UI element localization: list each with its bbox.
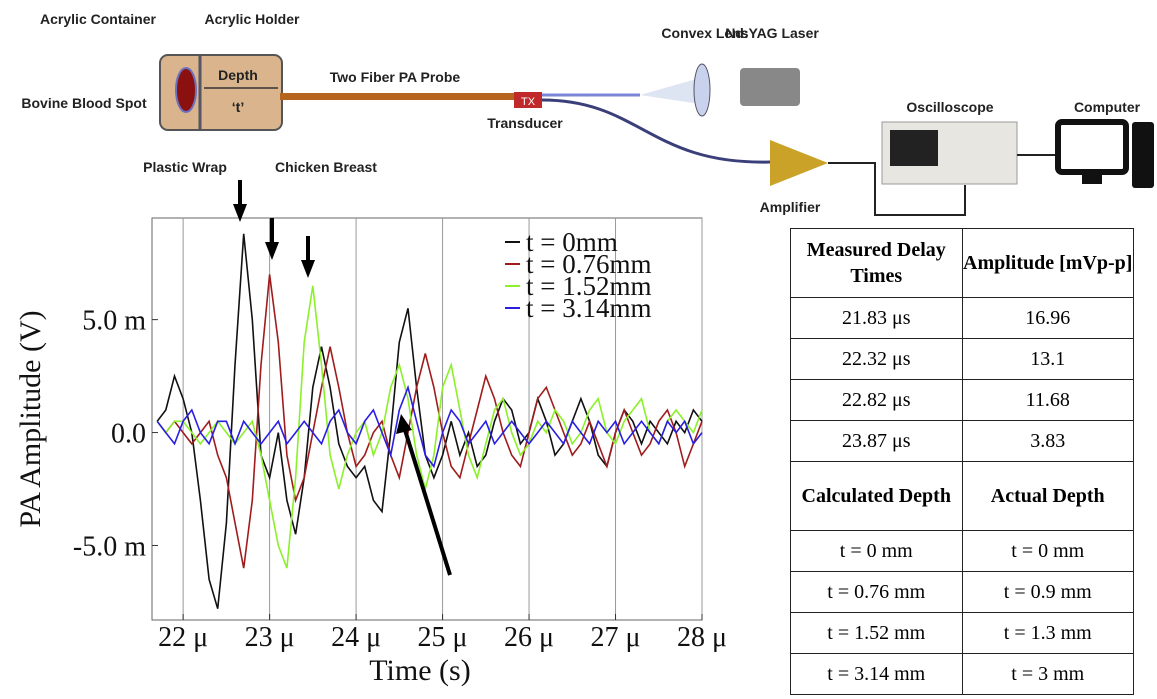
tower [1132, 122, 1154, 188]
label: Acrylic Container [40, 11, 156, 27]
monitor [1055, 119, 1129, 175]
blood-spot [175, 67, 197, 113]
label: Bovine Blood Spot [21, 95, 147, 111]
laser [740, 68, 800, 106]
x-tick-label: 24 μ [331, 622, 381, 653]
cell: t = 0 mm [961, 530, 1134, 572]
beam [640, 78, 700, 104]
header: Actual Depth [961, 461, 1134, 531]
label: Oscilloscope [906, 99, 993, 115]
cell: t = 0.76 mm [790, 571, 963, 613]
x-tick-label: 26 μ [504, 622, 554, 653]
scope-screen [890, 130, 938, 166]
cell: 11.68 [961, 379, 1134, 421]
legend-label: t = 3.14mm [526, 293, 651, 323]
chart: 22 μ 23 μ 24 μ 25 μ 26 μ 27 μ 28 μ -5.0 m 0.0 5.0… [73, 218, 727, 653]
lens [693, 63, 711, 117]
legend-label: t = 1.52mm [526, 271, 651, 301]
cell: 22.82 μs [790, 379, 963, 421]
series-line [156, 384, 703, 469]
x-tick-label: 23 μ [245, 622, 295, 653]
arrows [238, 180, 452, 576]
label: Convex Lens [661, 25, 748, 41]
x-tick-label: 27 μ [591, 622, 641, 653]
label: Acrylic Holder [205, 11, 300, 27]
cell: t = 3 mm [961, 653, 1134, 695]
cell: t = 3.14 mm [790, 653, 963, 695]
cell: 13.1 [961, 338, 1134, 380]
cell: t = 1.52 mm [790, 612, 963, 654]
cell: 3.83 [961, 420, 1134, 462]
y-tick-label: 5.0 m [82, 306, 146, 337]
stand [1082, 172, 1102, 184]
tx [514, 92, 542, 108]
x-tick-label: 25 μ [418, 622, 468, 653]
label: Computer [1074, 99, 1141, 115]
legend-label: t = 0.76mm [526, 249, 651, 279]
y-tick-label: -5.0 m [73, 531, 146, 562]
header: Measured Delay Times [790, 228, 963, 298]
label: ‘t’ [232, 99, 244, 115]
x-tick-label: 28 μ [677, 622, 727, 653]
cell: 22.32 μs [790, 338, 963, 380]
amplifier [770, 140, 828, 186]
series-line [156, 274, 703, 569]
header: Amplitude [mVp-p] [961, 228, 1134, 298]
cell: t = 1.3 mm [961, 612, 1134, 654]
cell: 16.96 [961, 297, 1134, 339]
cell: 23.87 μs [790, 420, 963, 462]
label: Chicken Breast [275, 159, 377, 175]
probe [280, 93, 516, 100]
cell: t = 0.9 mm [961, 571, 1134, 613]
label: TX [521, 96, 536, 108]
label: Nd:YAG Laser [725, 25, 819, 41]
results-table: Measured Delay Times Amplitude [mVp-p] 21… [790, 228, 1134, 695]
cable [541, 98, 771, 164]
wire [828, 162, 966, 216]
label: Plastic Wrap [143, 159, 227, 175]
cell: t = 0 mm [790, 530, 963, 572]
y-tick-label: 0.0 [111, 419, 146, 450]
series-line [156, 285, 703, 569]
label: Transducer [487, 115, 563, 131]
label: Two Fiber PA Probe [330, 69, 461, 85]
x-axis-label: Time (s) [369, 654, 470, 687]
label: Depth [218, 67, 258, 83]
label: Amplifier [760, 199, 821, 215]
cell: 21.83 μs [790, 297, 963, 339]
arrow-heads [233, 204, 412, 434]
legend-label: t = 0mm [526, 227, 618, 257]
x-tick-label: 22 μ [158, 622, 208, 653]
header: Calculated Depth [790, 461, 963, 531]
y-axis-label: PA Amplitude (V) [14, 310, 47, 527]
